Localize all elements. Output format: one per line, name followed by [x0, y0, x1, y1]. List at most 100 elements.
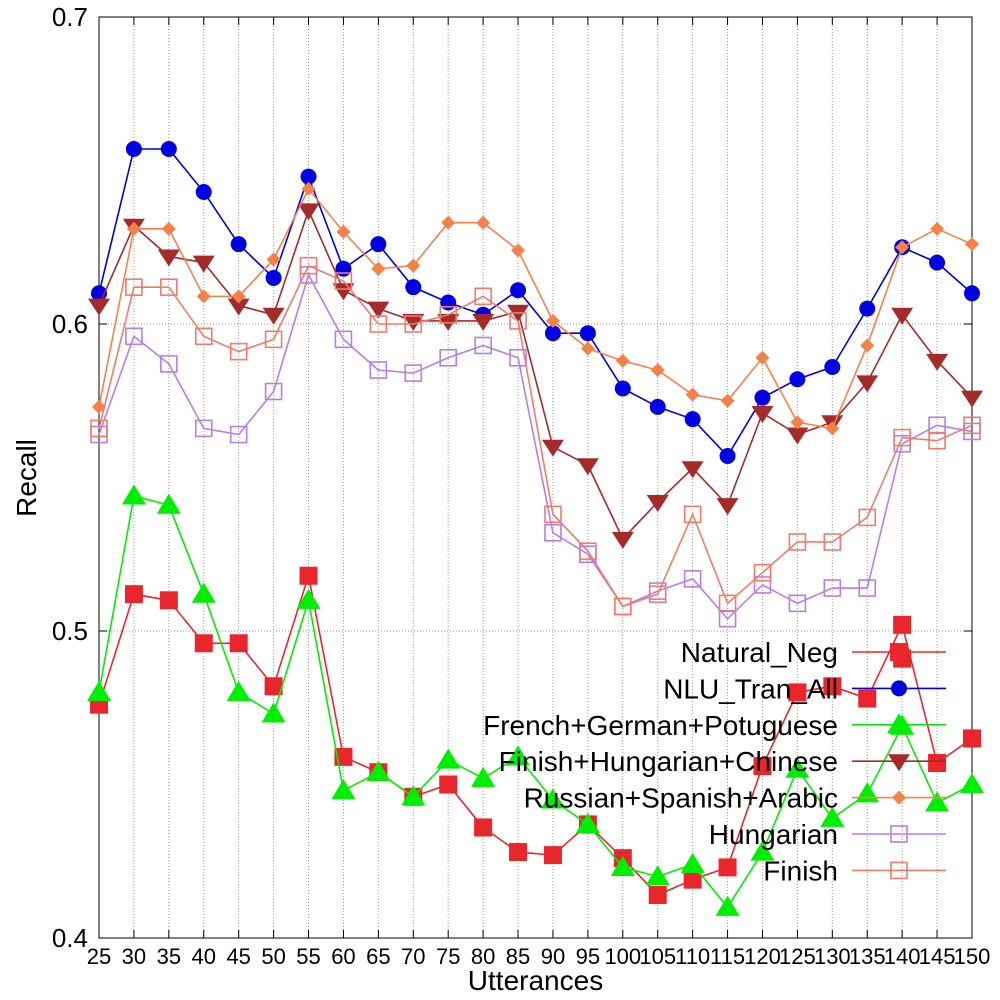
- data-point-finish-hungarian-chinese: [681, 461, 704, 479]
- data-point-nlu-tran-all: [405, 279, 422, 296]
- data-point-nlu-tran-all: [754, 389, 771, 406]
- data-point-finish: [613, 597, 632, 616]
- data-point-french-german-potuguese: [331, 779, 356, 800]
- data-point-finish-hungarian-chinese: [297, 203, 320, 221]
- legend-marker-finish: [890, 861, 908, 880]
- legend-marker-finish-hungarian-chinese: [888, 754, 910, 772]
- data-point-nlu-tran-all: [824, 358, 841, 375]
- data-point-french-german-potuguese: [191, 582, 216, 603]
- data-point-finish: [544, 505, 562, 524]
- data-point-french-german-potuguese: [226, 680, 251, 702]
- data-point-finish: [928, 431, 946, 450]
- data-point-natural-neg: [509, 843, 528, 862]
- data-point-finish-hungarian-chinese: [227, 298, 250, 316]
- data-point-russian-spanish-arabic: [511, 243, 526, 258]
- x-tick-label: 60: [331, 944, 355, 969]
- data-point-finish: [753, 563, 772, 582]
- data-point-natural-neg: [229, 634, 248, 653]
- data-point-hungarian: [823, 579, 842, 597]
- y-tick-label: 0.7: [52, 2, 88, 32]
- series-layer: [87, 141, 984, 916]
- legend-label-nlu-tran-all: NLU_Tran_All: [663, 673, 838, 704]
- x-tick-label: 70: [401, 944, 425, 969]
- data-point-russian-spanish-arabic: [476, 215, 491, 230]
- plot-frame: [98, 16, 973, 939]
- legend-entry-french-german-potuguese: French+German+Potuguese: [483, 710, 946, 741]
- data-point-nlu-tran-all: [160, 141, 177, 158]
- data-point-french-german-potuguese: [750, 840, 775, 861]
- data-point-finish: [90, 419, 108, 438]
- data-point-finish-hungarian-chinese: [88, 298, 110, 316]
- data-point-hungarian: [229, 425, 248, 444]
- data-point-finish: [369, 315, 388, 333]
- data-point-russian-spanish-arabic: [371, 261, 386, 276]
- data-point-nlu-tran-all: [335, 260, 352, 277]
- data-point-finish: [229, 342, 248, 361]
- data-point-french-german-potuguese: [820, 806, 845, 827]
- data-point-hungarian: [369, 361, 388, 379]
- data-point-french-german-potuguese: [366, 760, 391, 781]
- data-point-finish-hungarian-chinese: [576, 458, 599, 476]
- data-point-finish-hungarian-chinese: [856, 375, 879, 393]
- data-point-russian-spanish-arabic: [580, 341, 595, 356]
- data-point-finish: [963, 416, 981, 435]
- data-point-french-german-potuguese: [471, 766, 496, 787]
- data-point-natural-neg: [299, 566, 318, 585]
- data-point-finish-hungarian-chinese: [192, 255, 215, 273]
- data-point-french-german-potuguese: [610, 855, 635, 877]
- data-point-french-german-potuguese: [121, 484, 146, 505]
- series-line-finish-hungarian-chinese: [98, 208, 973, 541]
- legend-label-french-german-potuguese: French+German+Potuguese: [483, 710, 838, 741]
- data-point-natural-neg: [334, 747, 353, 766]
- x-tick-label: 125: [779, 944, 816, 969]
- data-point-russian-spanish-arabic: [720, 393, 735, 408]
- data-point-finish: [718, 594, 737, 613]
- data-point-french-german-potuguese: [436, 748, 461, 769]
- data-point-natural-neg: [159, 591, 178, 610]
- data-point-finish-hungarian-chinese: [751, 406, 774, 424]
- x-tick-label: 45: [226, 944, 250, 969]
- data-point-natural-neg: [124, 585, 143, 604]
- data-point-nlu-tran-all: [544, 325, 561, 342]
- data-point-finish: [893, 428, 911, 447]
- data-point-nlu-tran-all: [440, 294, 457, 311]
- data-point-finish: [160, 278, 178, 296]
- data-point-hungarian: [509, 348, 527, 367]
- y-tick-label: 0.5: [52, 616, 88, 646]
- x-tick-label: 135: [849, 944, 886, 969]
- data-point-finish: [194, 327, 213, 346]
- x-tick-label: 150: [954, 944, 991, 969]
- data-point-finish-hungarian-chinese: [926, 353, 949, 371]
- legend-label-finish: Finish: [763, 855, 838, 886]
- data-point-nlu-tran-all: [964, 285, 980, 302]
- data-point-hungarian: [125, 327, 143, 346]
- data-point-hungarian: [160, 355, 178, 373]
- data-point-finish: [579, 542, 597, 560]
- grid-lines: [99, 17, 972, 938]
- data-point-finish-hungarian-chinese: [961, 390, 983, 408]
- data-point-finish: [299, 256, 318, 275]
- x-tick-label: 115: [710, 944, 745, 969]
- data-point-russian-spanish-arabic: [825, 421, 840, 436]
- data-point-nlu-tran-all: [789, 371, 806, 388]
- data-point-natural-neg: [823, 677, 842, 696]
- data-point-russian-spanish-arabic: [615, 353, 630, 368]
- data-point-natural-neg: [718, 858, 737, 877]
- data-point-natural-neg: [893, 615, 912, 634]
- x-tick-label: 40: [192, 944, 216, 969]
- data-point-finish: [683, 505, 702, 524]
- data-point-finish: [648, 585, 667, 603]
- data-point-natural-neg: [753, 757, 772, 776]
- data-point-russian-spanish-arabic: [895, 240, 910, 255]
- x-tick-label: 80: [471, 944, 495, 969]
- legend-entry-natural-neg: Natural_Neg: [681, 637, 946, 668]
- data-point-hungarian: [264, 382, 283, 401]
- data-point-russian-spanish-arabic: [860, 338, 875, 353]
- x-tick-label: 120: [744, 944, 781, 969]
- data-point-russian-spanish-arabic: [755, 350, 770, 365]
- data-point-natural-neg: [194, 634, 213, 653]
- data-point-french-german-potuguese: [680, 852, 705, 873]
- x-tick-label: 65: [366, 944, 390, 969]
- legend: Natural_Neg NLU_Tran_All French+German+Pot…: [483, 637, 946, 886]
